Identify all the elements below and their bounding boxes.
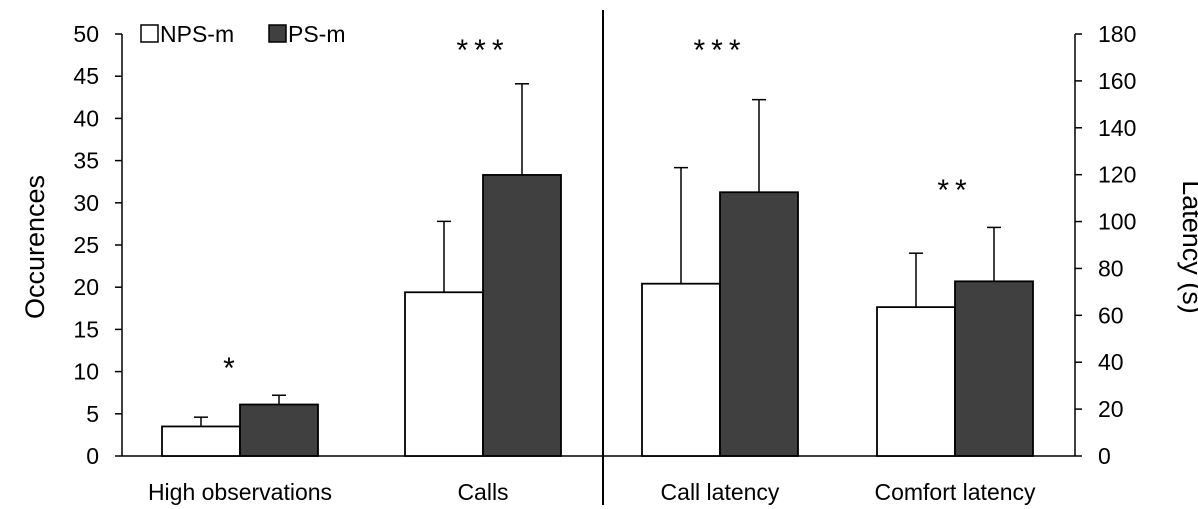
bar-call-latency-ps-m — [719, 191, 799, 457]
left-tick-label: 25 — [73, 232, 99, 258]
legend-label-ps-m: PS-m — [288, 21, 346, 47]
left-tick-label: 40 — [73, 105, 99, 131]
left-tick-label: 45 — [73, 63, 99, 89]
bar-comfort-latency-ps-m — [954, 280, 1034, 457]
bar-comfort-latency-nps-m — [876, 306, 956, 457]
bar-call-latency-nps-m — [641, 282, 721, 457]
legend-swatch-nps-m — [140, 24, 159, 43]
right-tick-label: 140 — [1098, 115, 1136, 141]
bar-calls-nps-m — [404, 291, 484, 457]
legend-label-nps-m: NPS-m — [160, 21, 234, 47]
left-axis-label: Occurences — [20, 175, 50, 319]
right-tick-label: 120 — [1098, 162, 1136, 188]
left-tick-label: 20 — [73, 274, 99, 300]
bar-high-observations-ps-m — [239, 403, 319, 457]
right-axis-label: Latency (s) — [1177, 180, 1198, 314]
right-tick-label: 100 — [1098, 209, 1136, 235]
left-tick-label: 35 — [73, 148, 99, 174]
plot-area: 0 5 10 15 20 25 30 35 40 45 50 0 20 40 60 80 100 120 140 16… — [73, 10, 1136, 505]
right-tick-label: 0 — [1098, 443, 1111, 469]
significance-call-latency: *** — [693, 34, 746, 67]
left-tick-label: 30 — [73, 190, 99, 216]
legend: NPS-m PS-m — [140, 21, 346, 47]
significance-high-observations: * — [223, 352, 241, 385]
bar-high-observations-nps-m — [161, 425, 241, 457]
category-label-call-latency: Call latency — [661, 479, 780, 505]
category-label-comfort-latency: Comfort latency — [874, 479, 1036, 505]
right-tick-label: 80 — [1098, 255, 1124, 281]
bar-calls-ps-m — [482, 174, 562, 457]
right-tick-label: 180 — [1098, 21, 1136, 47]
left-tick-label: 5 — [86, 401, 99, 427]
right-tick-label: 40 — [1098, 349, 1124, 375]
left-tick-label: 50 — [73, 21, 99, 47]
legend-swatch-ps-m — [268, 24, 287, 43]
left-tick-label: 10 — [73, 359, 99, 385]
left-tick-label: 15 — [73, 316, 99, 342]
left-tick-label: 0 — [86, 443, 99, 469]
right-tick-label: 20 — [1098, 396, 1124, 422]
significance-comfort-latency: ** — [937, 174, 972, 207]
category-label-calls: Calls — [457, 479, 508, 505]
right-tick-label: 160 — [1098, 68, 1136, 94]
right-tick-label: 60 — [1098, 302, 1124, 328]
significance-calls: *** — [456, 34, 509, 67]
category-label-high-observations: High observations — [148, 479, 332, 505]
